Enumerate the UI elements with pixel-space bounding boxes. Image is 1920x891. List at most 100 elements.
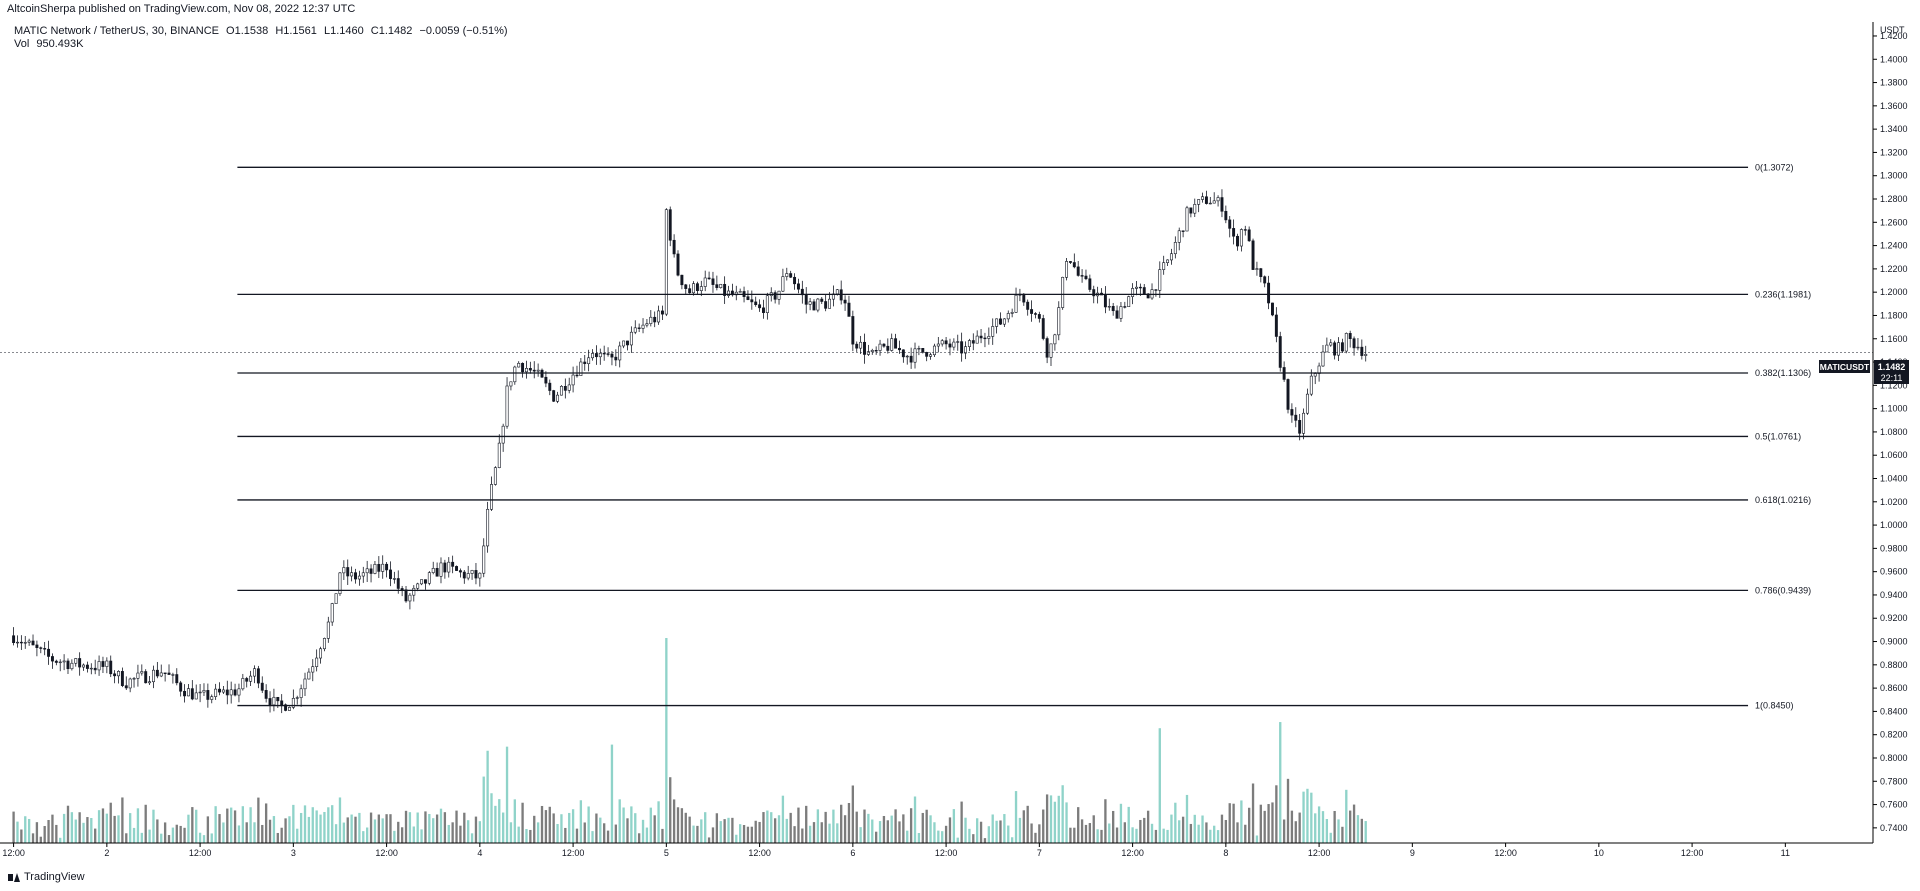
candle-body <box>1131 288 1135 297</box>
candle-body <box>1177 230 1181 243</box>
candle-body <box>167 672 171 675</box>
candle-body <box>707 277 711 280</box>
volume-bar <box>890 815 893 843</box>
volume-bar <box>1123 822 1126 843</box>
price-tick-label: 1.2200 <box>1880 264 1908 274</box>
candle-body <box>606 353 610 355</box>
volume-bar <box>684 812 687 843</box>
volume-bar <box>1360 818 1364 843</box>
volume-bar <box>478 821 482 843</box>
volume-bar <box>1271 802 1274 843</box>
volume-bar <box>964 817 967 843</box>
volume-bar <box>591 831 594 843</box>
volume-bar <box>303 805 307 843</box>
candle-body <box>47 648 51 657</box>
volume-bar <box>610 744 614 843</box>
volume-bar <box>665 638 668 843</box>
symbol-name[interactable]: MATIC Network / TetherUS, 30, BINANCE <box>14 25 219 37</box>
candle-body <box>253 668 256 677</box>
volume-bar <box>1038 824 1041 843</box>
volume-bar <box>55 824 58 843</box>
candle-body <box>793 276 797 285</box>
candle-body <box>1232 228 1236 237</box>
volume-bar <box>692 825 695 843</box>
volume-bar <box>832 809 835 843</box>
volume-bar <box>245 822 248 843</box>
volume-bar <box>470 833 474 843</box>
volume-bar <box>816 809 820 843</box>
volume-bar <box>342 822 346 843</box>
price-tag <box>1874 360 1909 384</box>
time-tick-label: 3 <box>291 848 296 858</box>
volume-bar <box>867 813 870 843</box>
candle-body <box>214 688 218 697</box>
fib-level-label: 0.236(1.1981) <box>1755 289 1811 299</box>
candle-body <box>1080 275 1084 277</box>
candle-body <box>1127 296 1131 307</box>
candle-body <box>1239 229 1243 247</box>
volume-bar <box>972 834 975 843</box>
fibonacci-retracement[interactable]: 0(1.3072) 0.236(1.1981) 0.382(1.1306) 0.5(1… <box>237 162 1811 711</box>
candle-body <box>338 572 342 594</box>
candle-body <box>1333 342 1337 356</box>
volume-bar <box>1244 824 1247 843</box>
candle-body <box>198 691 202 694</box>
candle-body <box>256 668 260 684</box>
volume-bar <box>1096 829 1099 843</box>
volume-bar <box>548 806 551 843</box>
candle-body <box>501 425 505 444</box>
volume-bar <box>742 825 746 843</box>
candle-body <box>1208 202 1212 205</box>
volume-bar <box>1240 800 1243 843</box>
candle-body <box>307 671 311 680</box>
candle-body <box>1204 196 1208 204</box>
volume-bar <box>455 810 458 843</box>
volume-bar <box>210 833 213 843</box>
candle-body <box>334 593 338 604</box>
time-tick-label: 5 <box>664 848 669 858</box>
candle-body <box>898 347 901 351</box>
high-value: H1.1561 <box>275 25 317 37</box>
price-tick-label: 1.2800 <box>1880 194 1908 204</box>
candle-body <box>466 573 470 579</box>
candle-body <box>816 298 820 311</box>
volume-bar <box>501 812 505 843</box>
candle-body <box>940 340 944 345</box>
candle-body <box>979 335 983 339</box>
price-axis[interactable]: USDT 1.4200 1.4000 1.3800 1.3600 1.3400 1.320… <box>1872 22 1908 843</box>
price-tick-label: 1.0000 <box>1880 520 1908 530</box>
candle-body <box>1084 275 1088 280</box>
candle-body <box>929 354 933 357</box>
candle-body <box>245 678 249 682</box>
candle-body <box>435 568 439 577</box>
candle-body <box>354 572 357 580</box>
volume-bar <box>843 815 847 843</box>
volume-bar <box>59 837 62 843</box>
candle-body <box>629 331 633 346</box>
candle-body <box>443 562 447 573</box>
time-tick-label: 10 <box>1594 848 1604 858</box>
volume-bar <box>1298 812 1301 843</box>
volume-bar <box>1022 810 1025 843</box>
candle-body <box>948 343 952 348</box>
volume-bar <box>929 815 932 843</box>
candle-body <box>140 671 144 674</box>
candle-body <box>190 688 194 700</box>
candle-body <box>392 578 396 580</box>
volume-bar <box>1112 810 1115 843</box>
candle-body <box>1045 338 1049 358</box>
candle-body <box>1072 262 1076 268</box>
candle-body <box>878 343 882 351</box>
candle-body <box>326 621 330 639</box>
candle-body <box>66 660 70 670</box>
volume-bar <box>649 807 652 843</box>
candle-body <box>85 664 89 669</box>
volume-bar <box>381 818 384 843</box>
volume-bar <box>171 827 175 843</box>
candle-body <box>233 689 237 696</box>
time-axis[interactable]: 12:00 2 12:00 3 12:00 4 12:00 5 12:00 6 12:00 7 12:0… <box>0 842 1873 858</box>
volume-bar <box>136 808 140 843</box>
candle-body <box>260 682 264 691</box>
candle-body <box>482 545 486 574</box>
